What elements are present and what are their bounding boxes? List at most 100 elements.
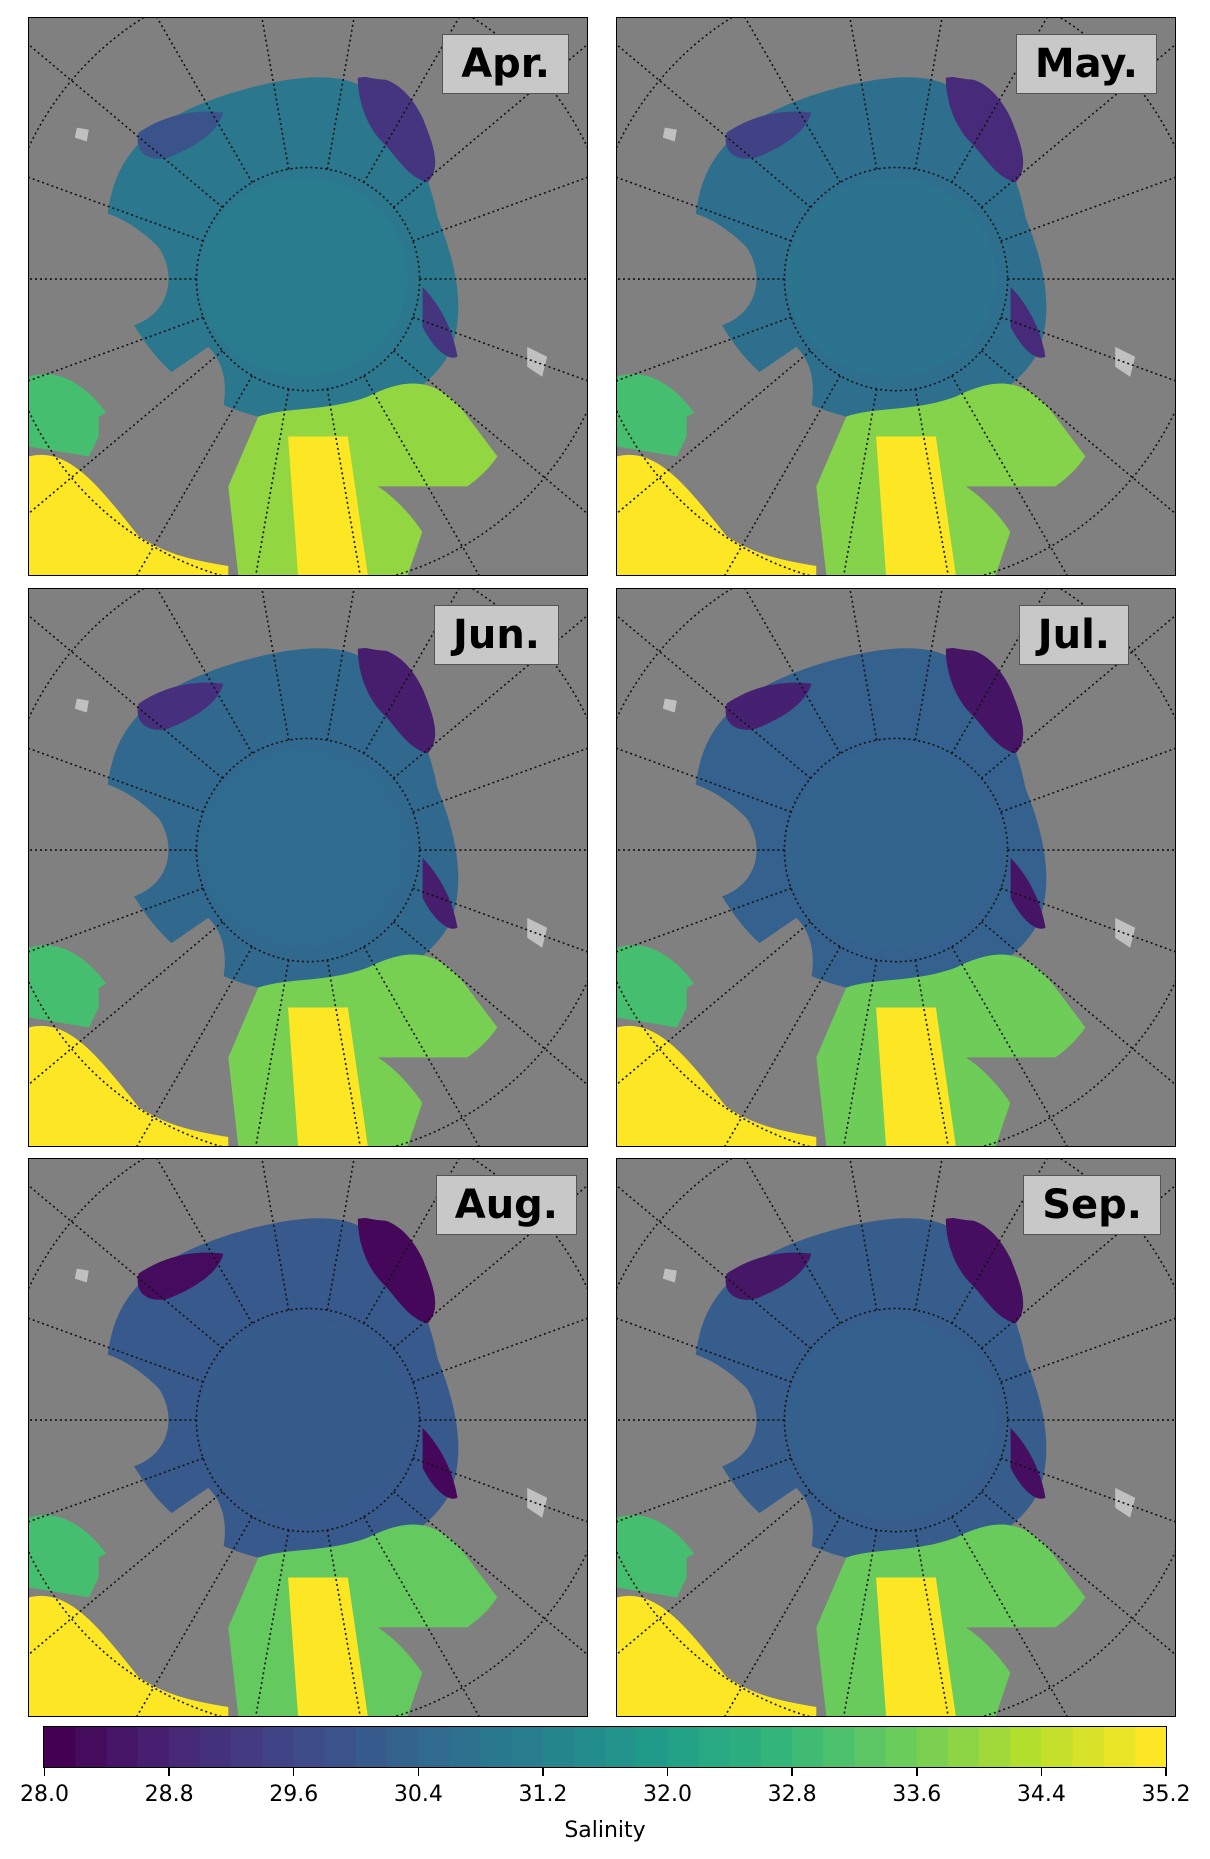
colorbar-step — [636, 1727, 668, 1767]
ice-patch — [662, 698, 677, 713]
meridian — [326, 959, 361, 1146]
meridian — [29, 1317, 204, 1383]
salinity-map — [617, 18, 1175, 575]
eurasia — [460, 1278, 587, 1488]
greenland — [98, 346, 225, 517]
greenland — [686, 917, 813, 1088]
colorbar-step — [293, 1727, 326, 1767]
colorbar-step — [1010, 1727, 1042, 1767]
meridian — [363, 375, 480, 575]
ice-patch — [527, 346, 548, 377]
meridian — [412, 887, 587, 953]
salinity-map — [617, 589, 1175, 1146]
baffin-bay — [29, 1515, 109, 1598]
colorbar-step — [1072, 1727, 1105, 1767]
colorbar-step — [854, 1727, 887, 1767]
meridian — [29, 747, 204, 813]
meridian — [1000, 316, 1175, 382]
meridian — [617, 316, 792, 382]
colorbar-step — [573, 1727, 606, 1767]
meridian — [1000, 887, 1175, 953]
meridian — [412, 1457, 587, 1523]
graticule — [617, 18, 1175, 575]
graticule — [29, 18, 587, 575]
meridian — [617, 921, 812, 1086]
colorbar-tick — [417, 1768, 420, 1776]
meridian — [326, 589, 355, 741]
colorbar-step — [542, 1727, 575, 1767]
meridian — [980, 614, 1175, 779]
colorbar-step — [44, 1727, 76, 1767]
colorbar-tick — [1165, 1768, 1167, 1776]
siberian-shelf — [945, 76, 1024, 183]
meridian — [980, 1491, 1175, 1656]
canadian-archipelago — [636, 209, 757, 328]
meridian — [29, 614, 224, 779]
map-panel-jul: Jul. — [616, 588, 1176, 1147]
meridian — [412, 176, 587, 242]
month-label: Apr. — [442, 34, 569, 94]
colorbar-tick-label: 29.6 — [269, 1782, 319, 1807]
meridian — [392, 43, 587, 208]
meridian — [744, 1159, 841, 1324]
scandinavia — [377, 987, 587, 1146]
central-basin — [198, 1318, 408, 1518]
meridian — [29, 1184, 224, 1349]
colorbar-tick-label: 32.0 — [643, 1782, 693, 1807]
colorbar-tick-label: 35.2 — [1141, 1782, 1191, 1807]
meridian — [724, 946, 841, 1146]
colorbar-step — [1134, 1727, 1166, 1767]
meridian — [29, 43, 224, 208]
siberian-shelf — [357, 647, 436, 754]
labrador-sea — [617, 1025, 817, 1146]
meridian — [392, 614, 587, 779]
colorbar-step — [605, 1727, 637, 1767]
atlantic-inflow — [876, 1007, 956, 1146]
colorbar-step — [75, 1727, 107, 1767]
canadian-archipelago — [636, 1350, 757, 1469]
ice-patch — [1115, 917, 1136, 948]
meridian — [951, 946, 1068, 1146]
labrador-sea — [617, 1595, 817, 1716]
salinity-map — [29, 589, 587, 1146]
beaufort-shelf — [725, 111, 812, 159]
meridian — [843, 959, 878, 1146]
meridian — [326, 1159, 355, 1311]
meridian — [914, 1159, 943, 1311]
meridian — [617, 887, 792, 953]
central-basin — [786, 748, 996, 948]
meridian — [849, 589, 878, 741]
colorbar-step — [823, 1727, 855, 1767]
meridian — [914, 959, 949, 1146]
siberian-shelf — [945, 1217, 1024, 1324]
ice-patch — [1115, 1487, 1136, 1518]
meridian — [392, 921, 587, 1086]
month-label: Aug. — [435, 1175, 577, 1235]
meridian — [412, 747, 587, 813]
colorbar-tick-label: 32.8 — [767, 1782, 817, 1807]
meridian — [392, 350, 587, 515]
meridian — [1000, 176, 1175, 242]
ice-patch — [74, 1268, 89, 1283]
meridian — [29, 350, 224, 515]
scandinavia — [965, 416, 1175, 575]
colorbar-step — [418, 1727, 450, 1767]
month-label: Jun. — [433, 605, 559, 665]
meridian — [617, 43, 812, 208]
meridian — [980, 921, 1175, 1086]
colorbar-step — [106, 1727, 139, 1767]
kara-estuary — [422, 1428, 458, 1499]
salinity-colorbar — [43, 1726, 1167, 1768]
meridian — [156, 589, 253, 754]
salinity-map — [29, 18, 587, 575]
meridian — [392, 1491, 587, 1656]
month-label: May. — [1015, 34, 1157, 94]
meridian — [849, 18, 878, 170]
beaufort-shelf — [137, 1252, 224, 1300]
eurasia — [460, 708, 587, 918]
colorbar-step — [386, 1727, 419, 1767]
kara-estuary — [1010, 287, 1046, 358]
meridian — [1000, 1457, 1175, 1523]
meridian — [326, 388, 361, 575]
ice-patch — [662, 127, 677, 142]
